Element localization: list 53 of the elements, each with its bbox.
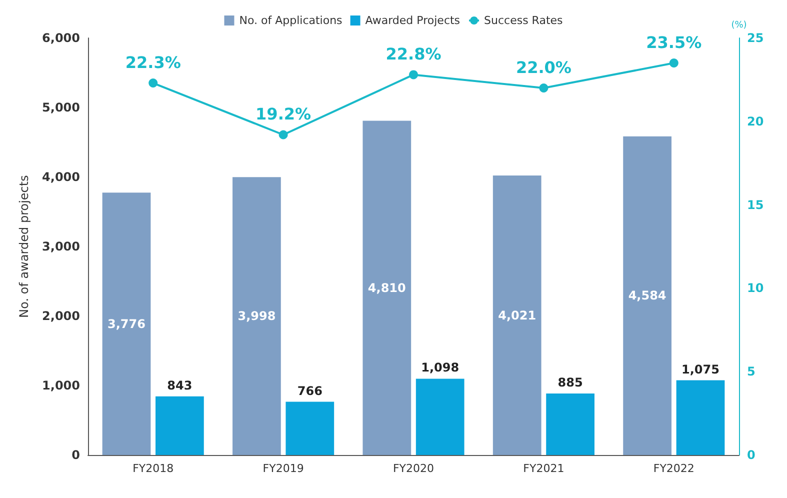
y2-tick-label: 25 bbox=[747, 31, 764, 45]
point bbox=[409, 70, 418, 80]
x-tick-label: FY2021 bbox=[523, 462, 564, 475]
bar bbox=[102, 192, 151, 455]
y-tick-label: 2,000 bbox=[42, 309, 80, 323]
data-label: 22.0% bbox=[516, 58, 572, 78]
bar bbox=[362, 120, 412, 455]
bar bbox=[546, 393, 594, 455]
data-label: 1,098 bbox=[421, 360, 460, 375]
y2-axis-title: (%) bbox=[731, 20, 747, 30]
y-axis-title: No. of awarded projects bbox=[17, 175, 31, 318]
y-tick-label: 1,000 bbox=[42, 378, 80, 392]
point bbox=[148, 78, 158, 88]
point bbox=[539, 84, 548, 93]
data-label: 4,810 bbox=[368, 280, 406, 295]
data-label: 3,776 bbox=[108, 316, 146, 331]
y2-tick-label: 15 bbox=[747, 198, 764, 212]
legend-label: Success Rates bbox=[484, 14, 564, 27]
bar bbox=[623, 136, 672, 455]
x-tick-label: FY2020 bbox=[392, 462, 434, 475]
point bbox=[278, 130, 288, 140]
data-label: 843 bbox=[167, 378, 192, 392]
y2-tick-label: 0 bbox=[747, 448, 756, 462]
y-tick-label: 4,000 bbox=[42, 170, 80, 184]
y2-tick-label: 10 bbox=[747, 281, 764, 296]
y2-tick-label: 5 bbox=[747, 364, 756, 379]
data-label: 3,998 bbox=[238, 309, 276, 324]
x-tick-label: FY2022 bbox=[653, 462, 694, 475]
data-label: 766 bbox=[297, 384, 322, 398]
y-tick-label: 6,000 bbox=[42, 31, 80, 45]
x-tick-label: FY2019 bbox=[262, 462, 304, 475]
bar bbox=[156, 396, 204, 455]
bar bbox=[676, 380, 725, 455]
data-label: 4,021 bbox=[498, 308, 536, 322]
data-label: 23.5% bbox=[646, 33, 702, 52]
data-label: 885 bbox=[558, 375, 583, 390]
x-tick-label: FY2018 bbox=[132, 462, 174, 475]
legend-label: No. of Applications bbox=[239, 14, 343, 27]
bar bbox=[416, 378, 464, 455]
data-label: 22.8% bbox=[386, 44, 442, 64]
data-label: 22.3% bbox=[125, 53, 181, 72]
bar bbox=[232, 177, 281, 455]
legend-label: Awarded Projects bbox=[365, 14, 460, 27]
data-label: 4,584 bbox=[628, 288, 666, 303]
y-tick-label: 5,000 bbox=[42, 100, 80, 114]
data-label: 1,075 bbox=[682, 362, 720, 376]
bar bbox=[286, 402, 334, 455]
data-label: 19.2% bbox=[256, 104, 312, 124]
bar bbox=[492, 176, 542, 455]
y-tick-label: 0 bbox=[72, 448, 80, 462]
y2-tick-label: 20 bbox=[747, 114, 764, 128]
y-tick-label: 3,000 bbox=[42, 240, 80, 254]
point bbox=[669, 58, 678, 68]
